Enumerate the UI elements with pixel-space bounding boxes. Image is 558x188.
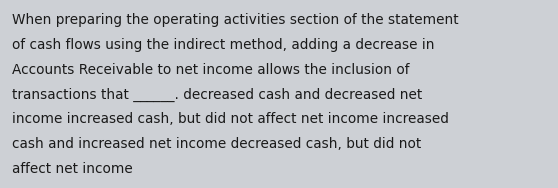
- Text: income increased cash, but did not affect net income increased: income increased cash, but did not affec…: [12, 112, 449, 126]
- Text: transactions that ______. decreased cash and decreased net: transactions that ______. decreased cash…: [12, 88, 422, 102]
- Text: cash and increased net income decreased cash, but did not: cash and increased net income decreased …: [12, 137, 421, 151]
- Text: affect net income: affect net income: [12, 162, 133, 176]
- Text: of cash flows using the indirect method, adding a decrease in: of cash flows using the indirect method,…: [12, 38, 435, 52]
- Text: Accounts Receivable to net income allows the inclusion of: Accounts Receivable to net income allows…: [12, 63, 410, 77]
- Text: When preparing the operating activities section of the statement: When preparing the operating activities …: [12, 13, 459, 27]
